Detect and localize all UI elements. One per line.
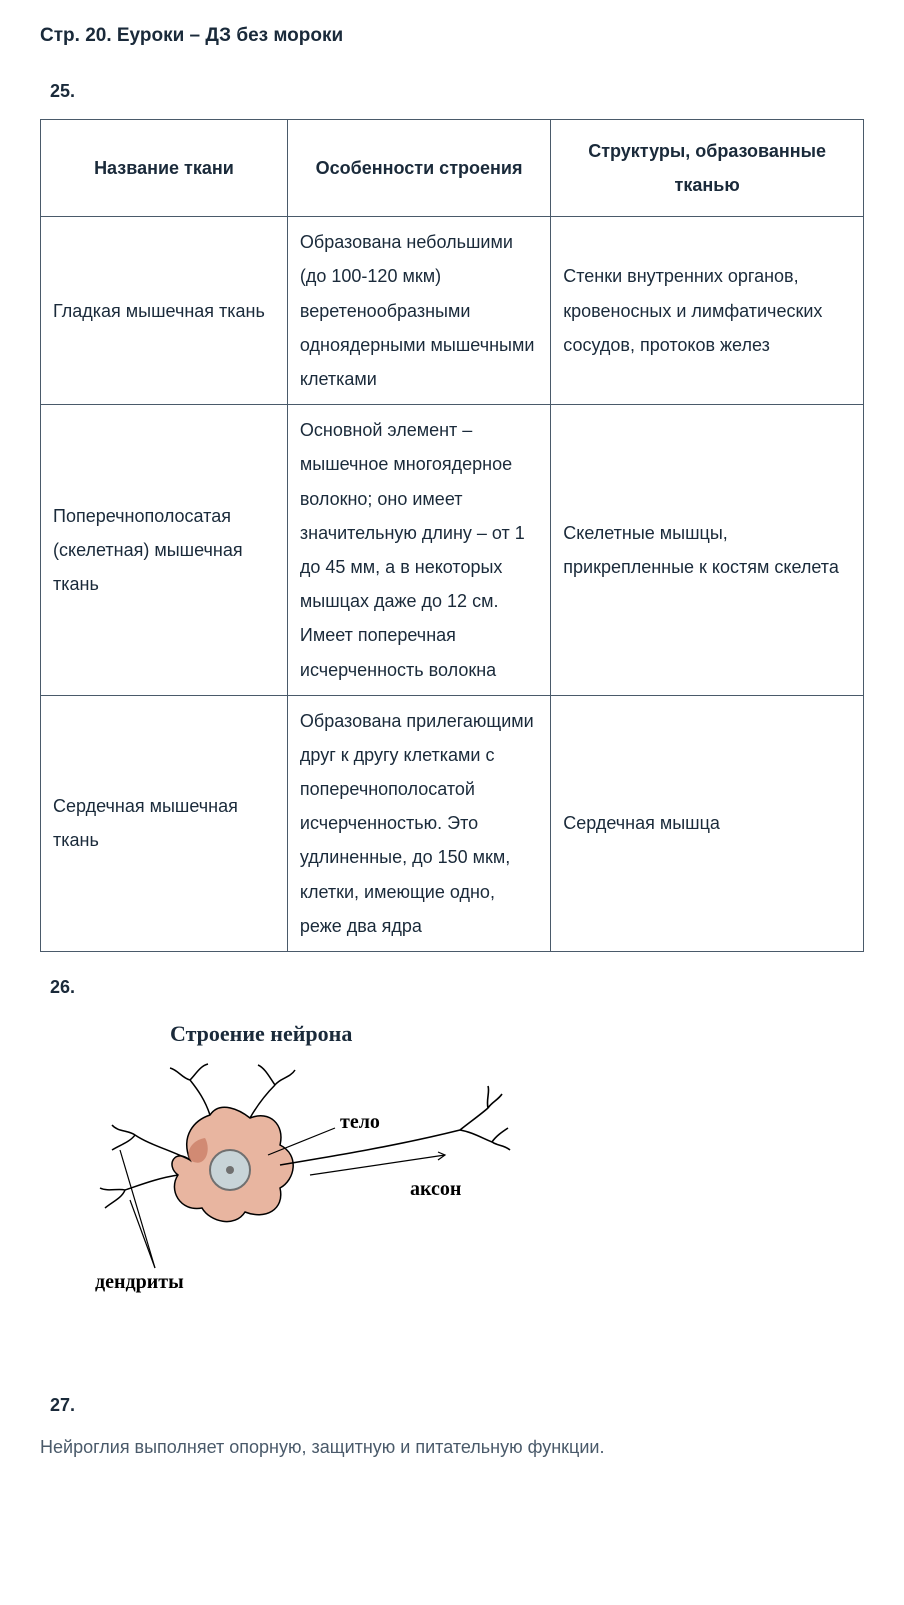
neuron-diagram-container: Строение нейрона [40, 1015, 864, 1310]
question-27-text: Нейроглия выполняет опорную, защитную и … [40, 1432, 864, 1463]
cell-structures: Скелетные мышцы, прикрепленные к костям … [551, 405, 864, 696]
question-25-number: 25. [50, 76, 864, 107]
table-header: Структуры, образованные тканью [551, 119, 864, 216]
page-title: Стр. 20. Еуроки – ДЗ без мороки [40, 20, 864, 52]
cell-structures: Стенки внутренних органов, кровеносных и… [551, 217, 864, 405]
cell-name: Поперечнополосатая (скелетная) мышечная … [41, 405, 288, 696]
cell-name: Сердечная мышечная ткань [41, 695, 288, 951]
cell-features: Образована небольшими (до 100-120 мкм) в… [287, 217, 550, 405]
table-row: Поперечнополосатая (скелетная) мышечная … [41, 405, 864, 696]
label-body: тело [340, 1111, 380, 1133]
table-row: Гладкая мышечная ткань Образована неболь… [41, 217, 864, 405]
question-26-number: 26. [50, 972, 864, 1003]
cell-features: Образована прилегающими друг к другу кле… [287, 695, 550, 951]
axon [280, 1086, 510, 1165]
label-axon: аксон [410, 1178, 461, 1200]
neuron-diagram-title: Строение нейрона [170, 1015, 864, 1052]
table-header: Название ткани [41, 119, 288, 216]
arrow-axon [310, 1152, 445, 1175]
cell-features: Основной элемент – мышечное многоядерное… [287, 405, 550, 696]
label-dendrites: дендриты [95, 1271, 184, 1293]
cell-structures: Сердечная мышца [551, 695, 864, 951]
table-header: Особенности строения [287, 119, 550, 216]
table-row: Сердечная мышечная ткань Образована прил… [41, 695, 864, 951]
cell-name: Гладкая мышечная ткань [41, 217, 288, 405]
tissue-table: Название ткани Особенности строения Стру… [40, 119, 864, 952]
neuron-nucleolus [226, 1166, 234, 1174]
neuron-diagram: тело аксон дендриты [40, 1060, 560, 1300]
pointer-dendrites [120, 1150, 155, 1268]
question-27-number: 27. [50, 1390, 864, 1421]
